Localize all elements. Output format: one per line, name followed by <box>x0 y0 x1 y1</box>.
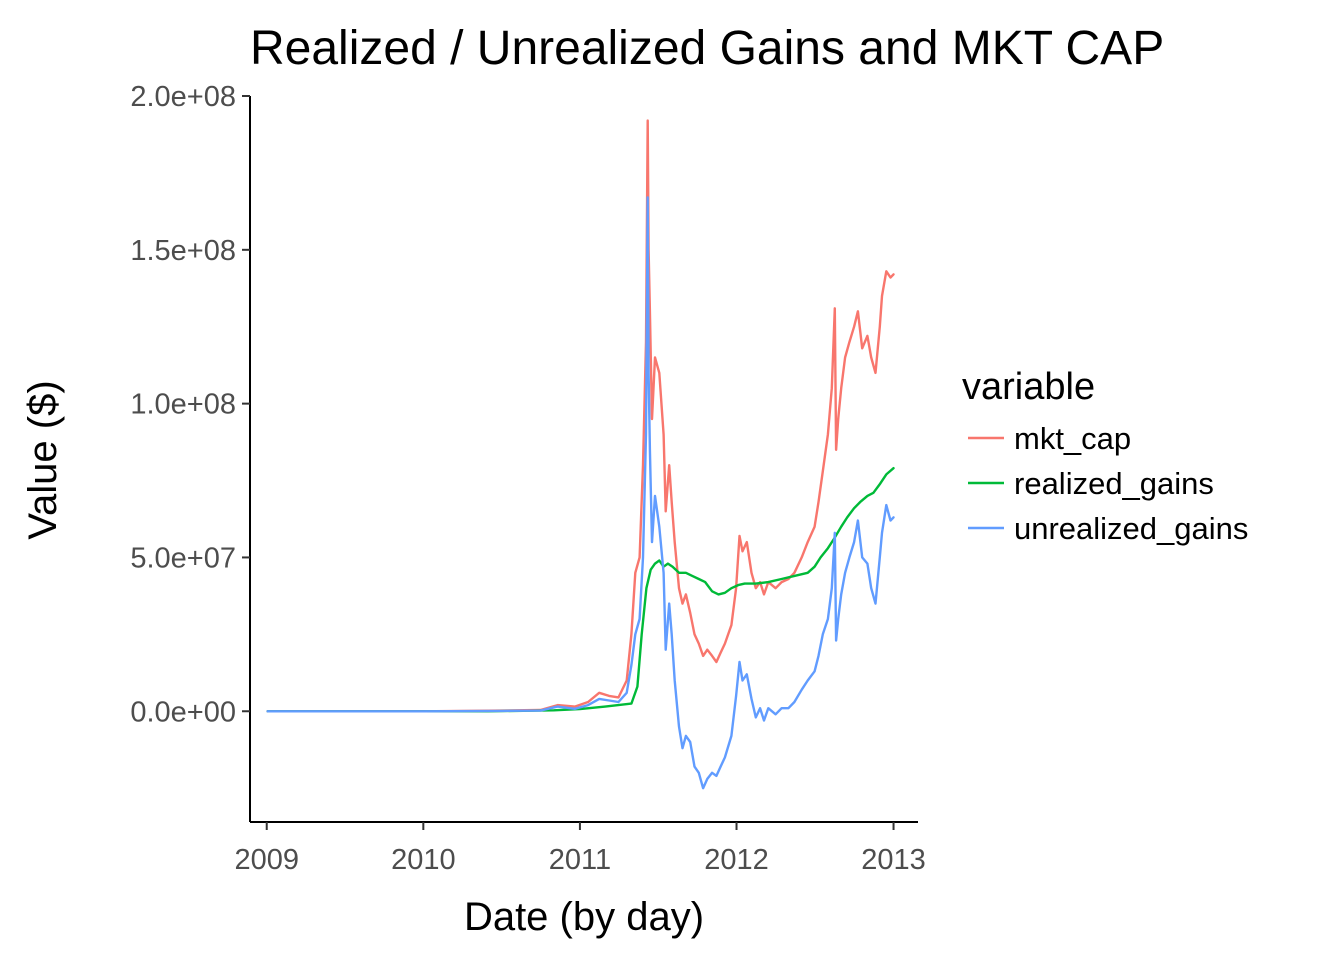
legend-label-unrealized-gains: unrealized_gains <box>1014 511 1248 546</box>
series-line-unrealized-gains <box>266 196 895 790</box>
y-tick-label: 5.0e+07 <box>130 542 236 574</box>
series-line-realized-gains <box>266 467 895 713</box>
plot-area: 0.0e+00 5.0e+07 1.0e+08 1.5e+08 2.0e+08 2009… <box>130 81 925 876</box>
x-tick-label: 2013 <box>861 844 926 876</box>
x-tick-label: 2011 <box>549 844 611 876</box>
series-lines <box>266 119 895 790</box>
series-line-mkt-cap <box>266 119 895 713</box>
y-axis-ticks: 0.0e+00 5.0e+07 1.0e+08 1.5e+08 2.0e+08 <box>130 81 250 728</box>
y-tick-label: 0.0e+00 <box>130 696 236 728</box>
x-tick-label: 2012 <box>704 844 769 876</box>
legend-title: variable <box>962 366 1095 408</box>
y-tick-label: 2.0e+08 <box>130 81 236 113</box>
y-tick-label: 1.0e+08 <box>130 389 236 421</box>
x-axis-title: Date (by day) <box>464 895 704 939</box>
y-axis-title: Value ($) <box>21 380 65 539</box>
x-tick-label: 2010 <box>391 844 456 876</box>
y-tick-label: 1.5e+08 <box>130 235 236 267</box>
legend: variable mkt_cap realized_gains unrealized… <box>962 366 1248 546</box>
chart-title: Realized / Unrealized Gains and MKT CAP <box>250 22 1164 75</box>
legend-items: mkt_cap realized_gains unrealized_gains <box>968 421 1248 546</box>
legend-label-mkt-cap: mkt_cap <box>1014 421 1131 456</box>
x-axis-ticks: 2009 2010 2011 2012 2013 <box>234 822 926 876</box>
legend-label-realized-gains: realized_gains <box>1014 466 1214 501</box>
x-tick-label: 2009 <box>234 844 299 876</box>
